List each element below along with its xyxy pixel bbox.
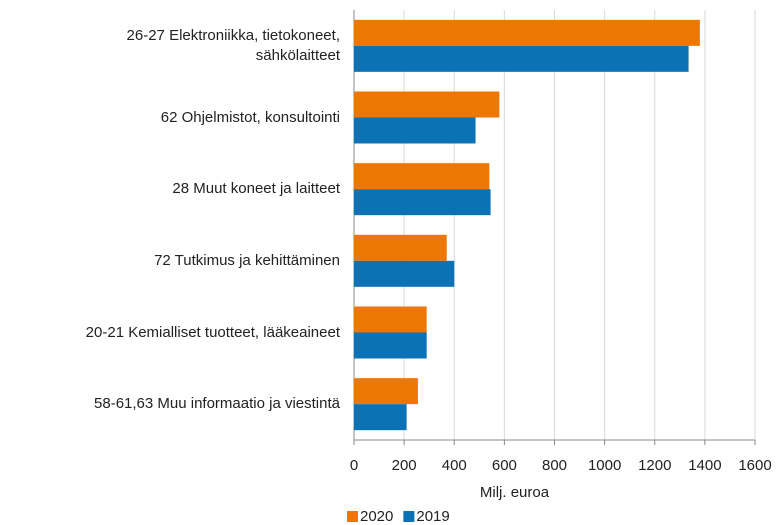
y-tick-label: 20-21 Kemialliset tuotteet, lääkeaineet [85,323,340,341]
x-tick-label: 800 [542,457,567,474]
y-tick-label: 26-27 Elektroniikka, tietokoneet, sähköl… [126,26,340,64]
bar [354,332,427,359]
bar [354,189,491,216]
x-tick-label: 1200 [638,457,671,474]
x-axis-label: Milj. euroa [480,484,550,501]
x-tick-label: 1400 [688,457,721,474]
bar [354,234,447,261]
x-tick-label: 0 [350,457,358,474]
x-tick-label: 1600 [738,457,771,474]
x-tick-label: 600 [492,457,517,474]
bar [354,163,490,190]
bar [354,306,427,333]
y-tick-label: 62 Ohjelmistot, konsultointi [160,108,340,126]
y-tick-label: 28 Muut koneet ja laitteet [172,180,340,198]
bar [354,260,455,287]
bar [354,91,500,118]
bar [354,404,407,431]
y-tick-label: 72 Tutkimus ja kehittäminen [154,251,340,269]
bar [354,378,418,405]
bar [354,117,476,144]
y-tick-label: 58-61,63 Muu informaatio ja viestintä [94,395,340,413]
x-tick-label: 400 [442,457,467,474]
legend-label: 2019 [416,508,449,525]
bar [354,45,689,72]
legend-swatch [403,511,415,522]
legend-label: 2020 [360,508,393,525]
x-tick-label: 1000 [588,457,621,474]
legend-swatch [347,511,358,522]
bar [354,19,700,46]
x-tick-label: 200 [392,457,417,474]
